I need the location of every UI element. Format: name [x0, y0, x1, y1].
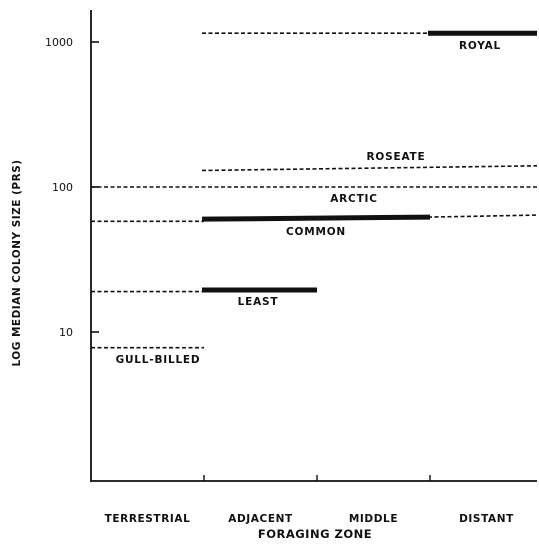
y-tick-label: 10: [59, 326, 73, 339]
axes: 10 100 1000 TERRESTRIAL ADJACENT MIDDLE DISTAN…: [45, 10, 537, 525]
series-label-common: COMMON: [286, 226, 346, 238]
series-label-least: LEAST: [238, 296, 279, 308]
series-label-arctic: ARCTIC: [330, 193, 378, 205]
y-tick-label: 100: [52, 181, 73, 194]
x-tick-label: MIDDLE: [349, 513, 398, 525]
series-label-gull-billed: GULL-BILLED: [116, 354, 201, 366]
labels-layer: ROYAL ROSEATE ARCTIC COMMON LEAST GULL-BILLED: [116, 40, 501, 366]
x-tick-label: DISTANT: [459, 513, 514, 525]
series-segment-solid: [201, 214, 431, 222]
x-axis-label: FORAGING ZONE: [258, 527, 372, 541]
series-layer: [91, 30, 538, 349]
series-roseate: [201, 165, 538, 172]
series-segment-dashed: [201, 165, 538, 172]
series-label-roseate: ROSEATE: [367, 151, 426, 163]
series-common: [91, 214, 538, 223]
series-segment-dashed: [427, 214, 538, 218]
y-axis-label: LOG MEDIAN COLONY SIZE (PRS): [11, 159, 23, 366]
x-tick-label: TERRESTRIAL: [105, 513, 191, 525]
series-label-royal: ROYAL: [459, 40, 501, 52]
x-tick-label: ADJACENT: [228, 513, 293, 525]
series-least: [91, 287, 317, 293]
y-tick-label: 1000: [45, 36, 73, 49]
